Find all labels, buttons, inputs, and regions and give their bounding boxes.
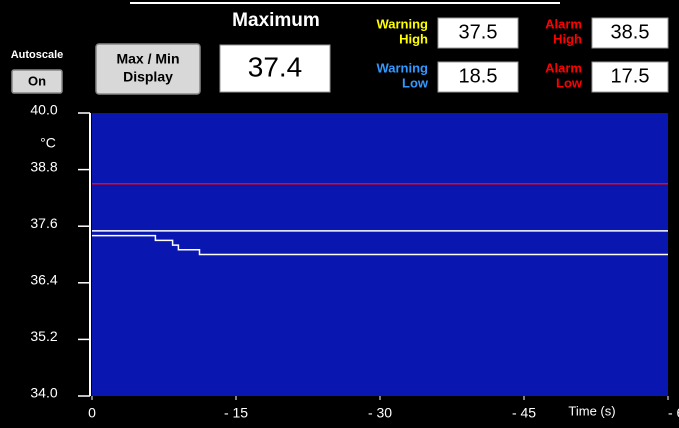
y-axis-label: °C xyxy=(40,135,56,151)
limit-label: Warning xyxy=(376,16,428,31)
y-tick-label: 35.2 xyxy=(30,328,57,344)
button-text[interactable]: Display xyxy=(123,69,173,85)
maximum-label: Maximum xyxy=(232,10,320,31)
limit-value: 38.5 xyxy=(611,21,650,43)
button-face[interactable] xyxy=(95,43,201,95)
autoscale-label: Autoscale xyxy=(11,49,64,61)
button-face[interactable] xyxy=(11,69,63,94)
y-tick-label: 38.8 xyxy=(30,158,57,174)
y-tick-label: 37.6 xyxy=(30,215,57,231)
x-tick-label: - 15 xyxy=(224,405,248,421)
maximum-box xyxy=(219,44,331,93)
x-tick-label: - 45 xyxy=(512,405,536,421)
y-tick-label: 36.4 xyxy=(30,272,57,288)
x-axis-label: Time (s) xyxy=(568,403,615,418)
limit-label: Alarm xyxy=(545,60,582,75)
trace xyxy=(92,234,668,256)
limit-label: Alarm xyxy=(545,16,582,31)
display-button[interactable]: Max / Min Display xyxy=(95,43,201,95)
button-text[interactable]: Max / Min xyxy=(116,51,179,67)
limit-value: 18.5 xyxy=(459,65,498,87)
limit-label: Low xyxy=(402,75,429,90)
limit-value: 37.5 xyxy=(459,21,498,43)
y-tick-label: 40.0 xyxy=(30,102,57,118)
limit-value: 17.5 xyxy=(611,65,650,87)
limit-label: High xyxy=(399,31,428,46)
x-tick-label: - 60 xyxy=(668,405,679,421)
autoscale-button[interactable]: On xyxy=(11,69,63,94)
limit-box xyxy=(437,17,519,49)
limit-box xyxy=(437,61,519,93)
limit-label: Low xyxy=(556,75,583,90)
x-tick-label: - 30 xyxy=(368,405,392,421)
maximum-value: 37.4 xyxy=(248,51,303,82)
limit-label: Warning xyxy=(376,60,428,75)
limit-box xyxy=(591,61,669,93)
limit-box xyxy=(591,17,669,49)
button-text[interactable]: On xyxy=(28,73,46,88)
y-tick-label: 34.0 xyxy=(30,385,57,401)
x-tick-label: 0 xyxy=(88,405,96,421)
limit-label: High xyxy=(553,31,582,46)
